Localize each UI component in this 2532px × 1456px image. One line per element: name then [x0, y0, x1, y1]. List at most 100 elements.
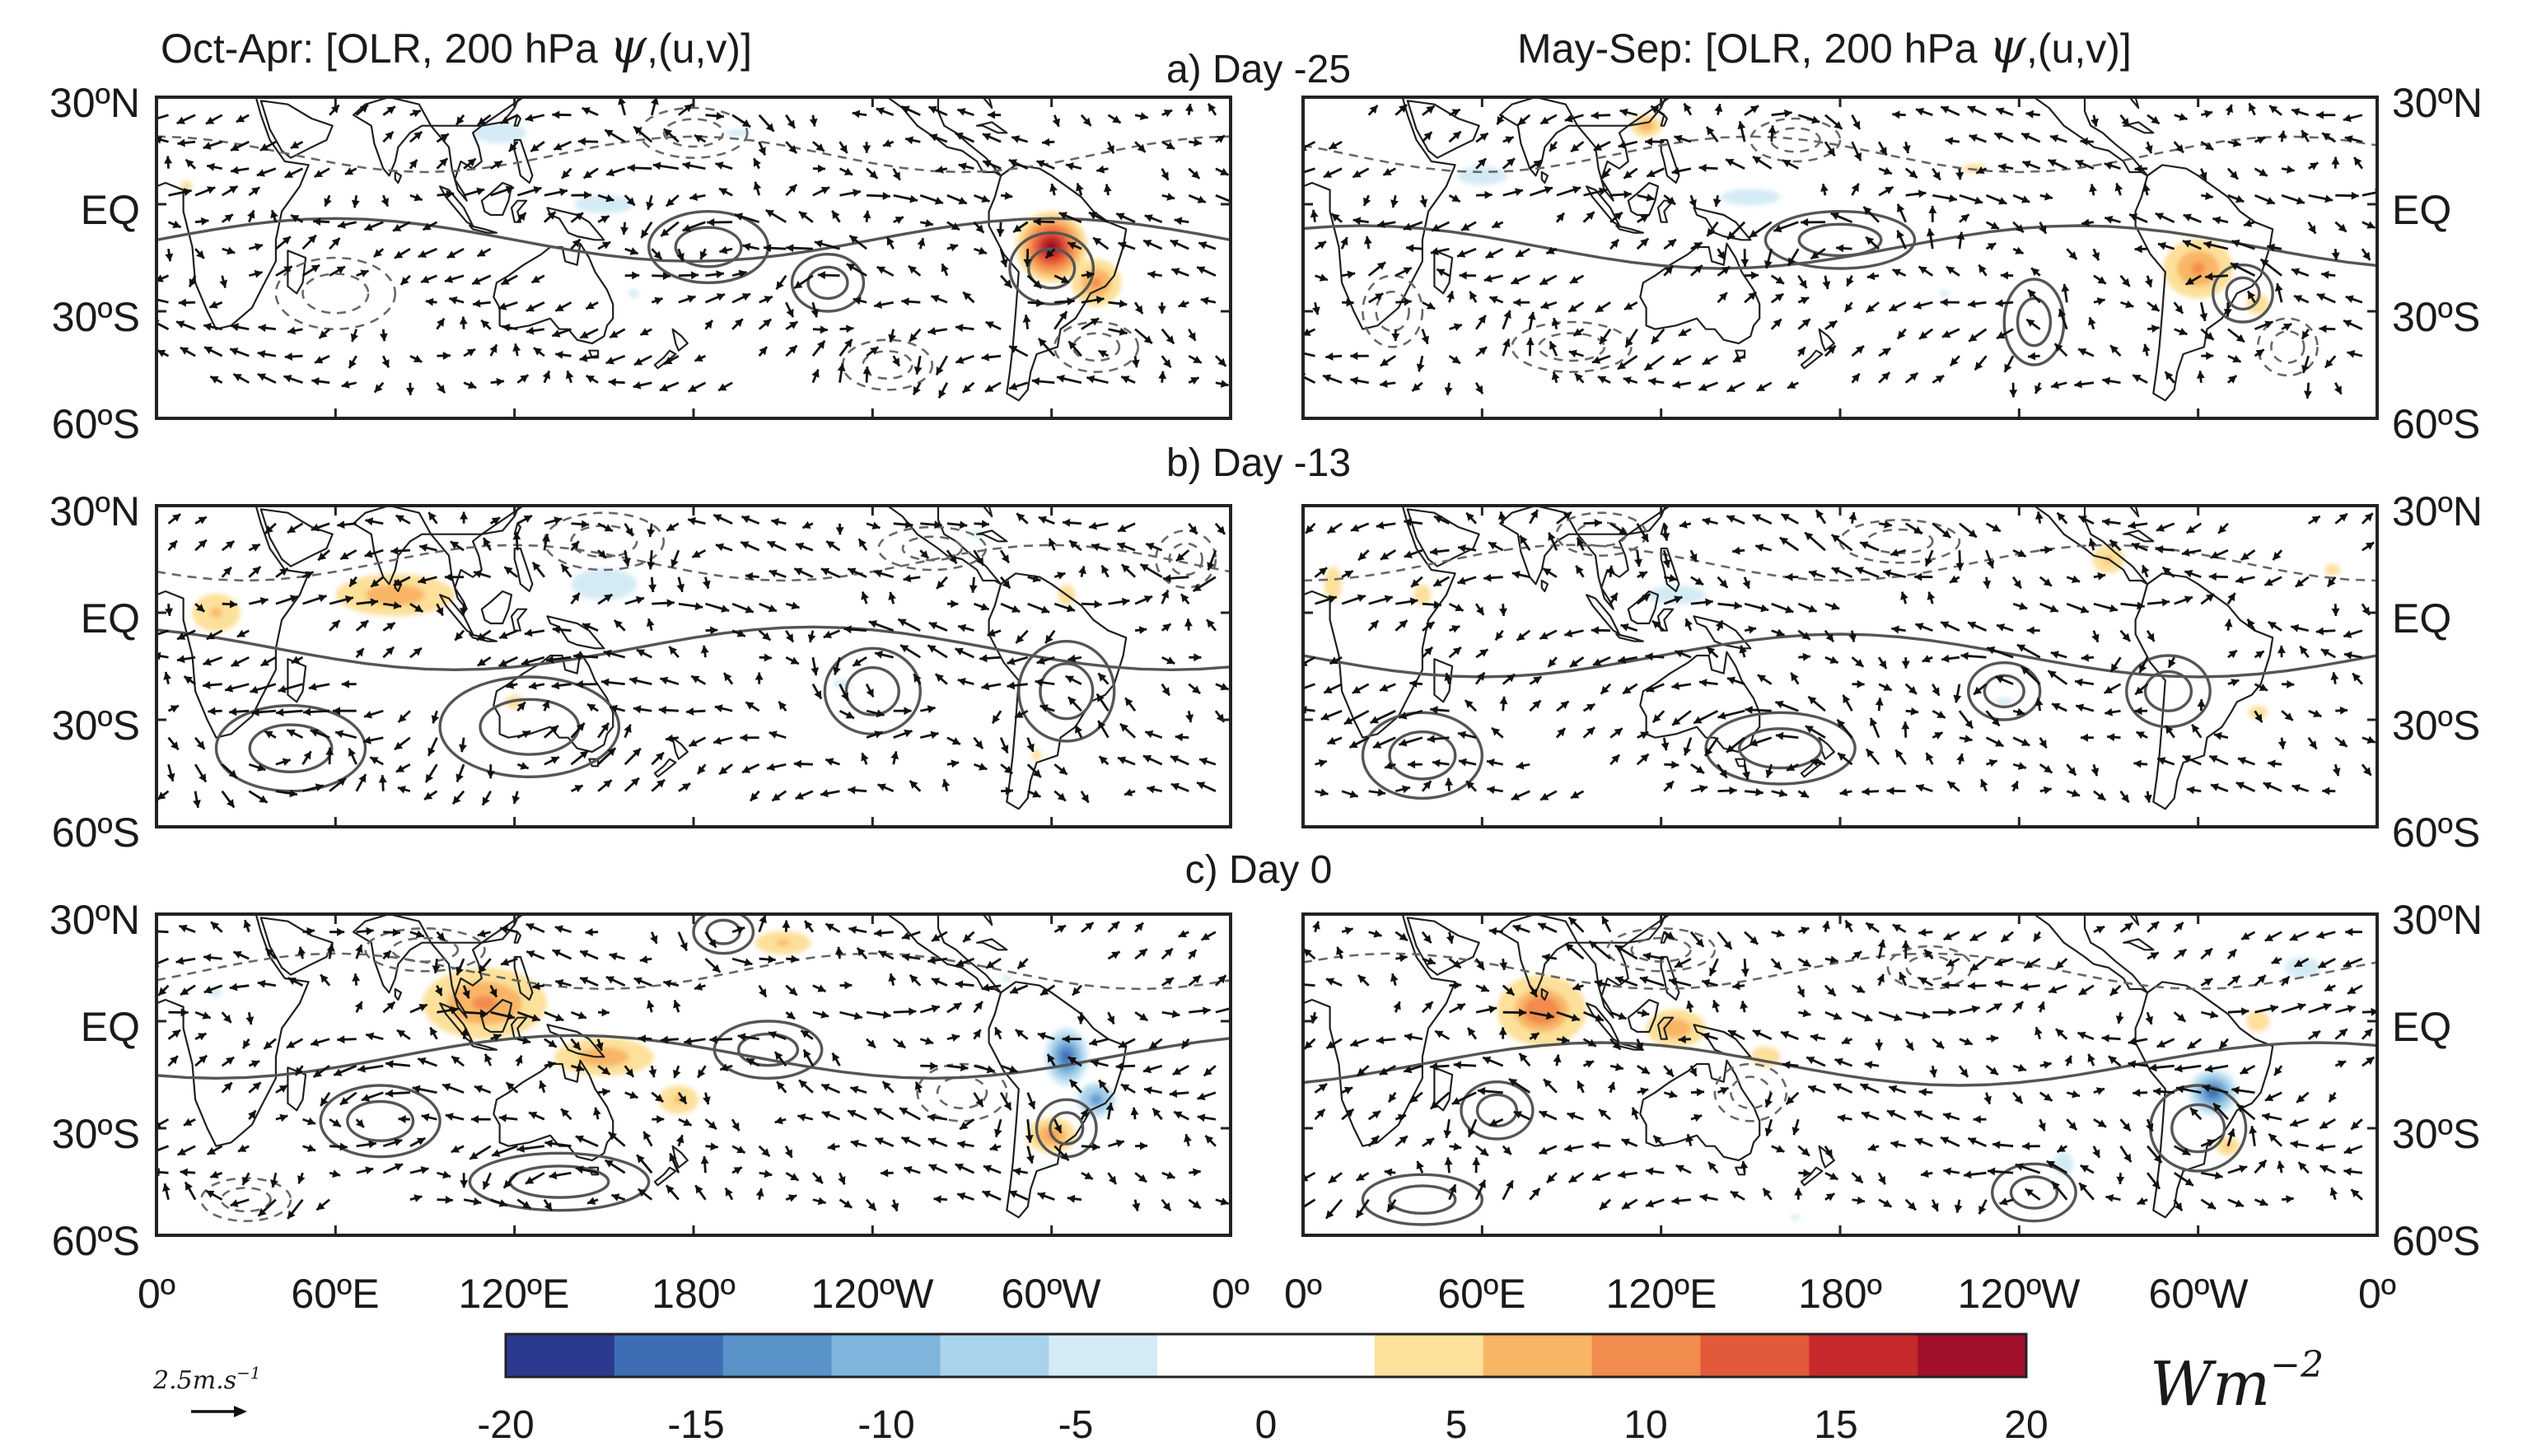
- positive-streamfunction-contour: [1797, 222, 1883, 258]
- wind-vector-arrowhead: [635, 595, 644, 604]
- wind-vector-arrowhead: [360, 620, 369, 629]
- wind-vector-arrowhead: [554, 142, 563, 151]
- wind-vector-arrowhead: [1651, 335, 1660, 344]
- wind-vector-arrowhead: [227, 246, 236, 255]
- coastline: [1639, 242, 1761, 345]
- wind-vector-arrowhead: [2345, 295, 2354, 303]
- wind-vector-arrowhead: [761, 1148, 770, 1157]
- wind-vector-arrowhead: [1188, 332, 1196, 341]
- wind-vector-arrowhead: [927, 705, 936, 714]
- wind-vector-arrowhead: [1784, 109, 1792, 118]
- wind-vector-arrow: [1215, 1007, 1231, 1014]
- wind-vector-arrowhead: [252, 567, 261, 575]
- wind-vector-arrowhead: [1304, 1041, 1313, 1049]
- wind-vector-arrowhead: [928, 622, 938, 630]
- wind-vector-arrowhead: [1380, 380, 1388, 388]
- wind-vector-arrowhead: [1543, 568, 1552, 576]
- wind-vector-arrowhead: [1391, 334, 1400, 341]
- wind-vector-arrowhead: [1638, 572, 1647, 579]
- wind-vector-arrowhead: [2107, 733, 2115, 742]
- wind-vector-arrowhead: [2043, 786, 2052, 795]
- wind-vector-arrowhead: [1404, 1033, 1413, 1042]
- wind-vector-arrowhead: [1357, 594, 1366, 602]
- wind-vector-arrowhead: [1105, 1103, 1114, 1111]
- wind-vector-arrowhead: [2291, 784, 2301, 792]
- wind-vector-arrowhead: [1662, 559, 1671, 568]
- wind-vector-arrowhead: [627, 163, 635, 172]
- negative-streamfunction-contour: [1375, 290, 1410, 333]
- wind-vector-arrowhead: [788, 145, 797, 154]
- wind-vector-arrowhead: [1705, 598, 1713, 607]
- wind-vector-arrowhead: [2183, 240, 2192, 248]
- wind-vector-arrowhead: [1773, 224, 1782, 233]
- wind-vector-arrowhead: [1375, 293, 1384, 301]
- wind-vector-arrowhead: [672, 1069, 681, 1078]
- wind-vector-arrowhead: [1674, 134, 1683, 143]
- wind-vector-arrowhead: [259, 795, 268, 803]
- wind-vector-arrowhead: [2101, 1034, 2109, 1043]
- wind-vector-arrowhead: [551, 681, 560, 690]
- wind-vector-arrowhead: [2175, 144, 2184, 153]
- wind-vector-arrowhead: [1053, 1124, 1062, 1133]
- wind-vector-arrowhead: [1357, 1067, 1366, 1076]
- wind-vector-arrowhead: [1564, 114, 1573, 123]
- wind-vector-arrowhead: [651, 97, 659, 105]
- wind-vector-arrowhead: [315, 356, 324, 364]
- wind-vector-arrowhead: [358, 774, 366, 783]
- wind-vector-layer: [1303, 509, 2376, 804]
- wind-vector-arrowhead: [1076, 183, 1084, 192]
- wind-vector-arrowhead: [1385, 761, 1393, 770]
- wind-vector-arrowhead: [629, 676, 638, 685]
- wind-vector-arrowhead: [1170, 755, 1180, 763]
- wind-vector-arrowhead: [1892, 924, 1902, 932]
- wind-vector-arrowhead: [714, 704, 723, 712]
- wind-vector-arrowhead: [1586, 727, 1595, 735]
- wind-vector-arrowhead: [1096, 693, 1105, 702]
- wind-vector-arrowhead: [572, 1041, 581, 1050]
- wind-vector-arrowhead: [2268, 622, 2277, 630]
- wind-vector-arrowhead: [2123, 1122, 2131, 1132]
- wind-vector-arrow: [1303, 167, 1315, 174]
- wind-vector-arrowhead: [1346, 298, 1354, 307]
- wind-vector-arrowhead: [1390, 199, 1399, 208]
- wind-vector-arrowhead: [1483, 1056, 1492, 1065]
- wind-vector-arrowhead: [2364, 513, 2373, 522]
- wind-vector-arrowhead: [289, 595, 298, 603]
- wind-vector-arrowhead: [1576, 565, 1584, 575]
- wind-vector-arrowhead: [1489, 1118, 1498, 1127]
- wind-vector-arrowhead: [1701, 1032, 1710, 1041]
- coastline: [1627, 97, 1672, 127]
- wind-vector-arrowhead: [430, 1027, 438, 1036]
- right-column-title: May-Sep: [OLR, 200 hPa ψ,(u,v)]: [1517, 18, 2132, 74]
- wind-vector-arrowhead: [673, 1000, 681, 1009]
- wind-vector-arrowhead: [542, 700, 550, 709]
- wind-vector-arrowhead: [1317, 241, 1326, 250]
- coastline: [653, 349, 677, 370]
- wind-vector-arrowhead: [2297, 1002, 2306, 1011]
- wind-vector-arrowhead: [937, 580, 945, 589]
- wind-vector-arrowhead: [1172, 1067, 1182, 1075]
- wind-vector-arrowhead: [745, 572, 754, 581]
- wind-vector-arrowhead: [951, 759, 960, 768]
- wind-vector-arrowhead: [492, 1149, 501, 1157]
- wind-vector-arrowhead: [960, 1122, 969, 1130]
- wind-vector-arrowhead: [2259, 684, 2268, 691]
- wind-vector-arrowhead: [1069, 540, 1078, 548]
- wind-vector-arrowhead: [709, 1035, 717, 1044]
- wind-vector-arrowhead: [1564, 629, 1573, 637]
- wind-vector-arrowhead: [2155, 212, 2165, 221]
- wind-vector-arrowhead: [1164, 948, 1173, 957]
- wind-vector-arrowhead: [1091, 1059, 1100, 1067]
- wind-vector-arrowhead: [2343, 959, 2352, 968]
- wind-vector-arrowhead: [786, 1011, 796, 1020]
- wind-vector-arrowhead: [1384, 1168, 1393, 1177]
- wind-vector-arrowhead: [1000, 259, 1008, 268]
- wind-vector-arrowhead: [1755, 788, 1764, 796]
- wind-vector-arrowhead: [1098, 673, 1107, 682]
- wind-vector-arrowhead: [1689, 198, 1697, 208]
- map-panel-day-13-may-sep: [1301, 504, 2379, 828]
- wind-vector-arrowhead: [1675, 959, 1684, 968]
- wind-vector-arrowhead: [1905, 1042, 1913, 1051]
- wind-vector-arrowhead: [1862, 787, 1870, 796]
- wind-vector-arrowhead: [1740, 259, 1750, 267]
